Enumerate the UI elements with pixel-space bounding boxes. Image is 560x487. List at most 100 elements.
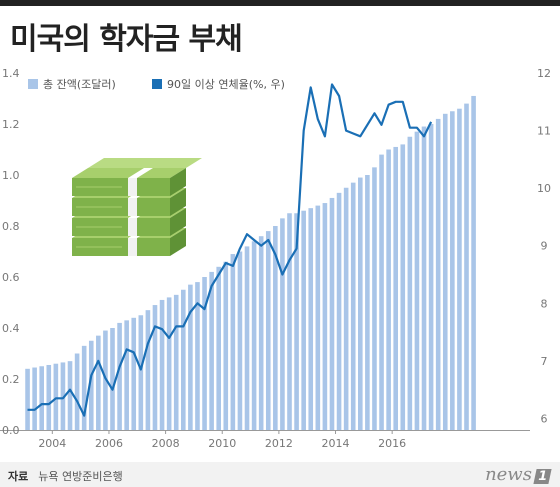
legend-label: 90일 이상 연체율(%, 우) [167,77,285,91]
bar [237,251,243,430]
bar [173,294,179,430]
x-tick-label: 2004 [38,437,66,450]
y-left-tick-label: 0.0 [2,424,20,437]
y-right-tick-label: 9 [541,240,548,253]
bar [60,362,66,430]
bundle-band [128,218,137,236]
bar [202,277,207,430]
bar [181,289,186,430]
bar [96,335,101,430]
bar [400,144,406,430]
bar [336,192,342,430]
y-left-tick-label: 0.6 [2,271,20,284]
bar [46,364,52,430]
bar [81,345,87,430]
bar [315,205,321,430]
chart-area: 0.0 0.2 0.4 0.6 0.8 1.0 1.2 1.4 6 7 8 9 10 11 12 2004 20… [0,67,551,450]
bar [457,108,462,430]
chart-title: 미국의 학자금 부채 [10,22,243,57]
bar [110,328,115,430]
top-rule [0,0,560,6]
bar [428,124,434,430]
bar [195,282,200,430]
bundle-side [170,228,186,256]
delinquency-line [27,83,433,417]
logo-text: news [485,464,532,485]
bar [308,208,314,430]
source-label: 자료 [8,470,29,483]
source-note: 자료 뉴욕 연방준비은행 [8,468,123,484]
bar [343,187,349,430]
bar [188,284,193,430]
logo-number: 1 [533,469,552,484]
bar [358,177,363,430]
bar [216,266,221,430]
bundle-side [170,208,186,236]
y-left-tick-label: 1.2 [2,118,20,131]
y-right-tick-label: 11 [537,125,551,138]
bar [379,154,384,430]
bar [273,226,278,430]
legend-label: 총 잔액(조달러) [43,78,116,91]
money-stack-illustration [72,158,202,256]
bar [124,320,129,430]
bar [301,210,306,430]
legend-swatch [28,79,38,89]
bundle-band [128,178,137,196]
bundle-side [170,188,186,216]
bar [209,271,214,430]
x-tick-label: 2014 [322,437,350,450]
bar [442,113,448,431]
bar [25,368,30,430]
bar [287,213,292,430]
bar [159,299,165,430]
y-left-tick-label: 1.4 [2,67,20,80]
bar [464,103,469,430]
bar [166,297,172,430]
money-bundle [72,168,186,196]
bar [421,126,427,431]
footer-bar [0,462,560,487]
bar [32,367,37,430]
y-right-tick-label: 7 [541,355,548,368]
bar [53,363,59,430]
y-right-tick-label: 12 [537,67,551,80]
bar [350,182,356,430]
x-tick-label: 2012 [265,437,293,450]
bar [244,246,250,430]
bundle-band [128,198,137,216]
source-text: 뉴욕 연방준비은행 [38,470,123,483]
bundle-band-top [128,168,153,178]
bundle-top [72,168,186,178]
bundle-band [128,238,137,256]
bar [88,340,94,430]
bar [230,254,236,430]
x-tick-label: 2010 [208,437,236,450]
bar [265,231,271,430]
bar [471,95,476,430]
y-left-tick-label: 0.2 [2,373,20,386]
x-tick-label: 2006 [95,437,123,450]
bar [138,315,144,430]
y-left-tick-label: 0.4 [2,322,20,335]
bar [152,305,158,430]
bar [414,131,420,430]
bar [435,118,441,431]
y-right-tick-label: 8 [541,297,548,310]
bar [386,149,391,430]
bar [450,111,455,430]
y-left-tick-label: 1.0 [2,169,20,182]
bar [145,310,151,430]
bar [223,261,229,430]
bar [117,322,122,430]
y-right-tick-label: 6 [541,413,548,426]
legend-swatch [152,79,162,89]
x-tick-label: 2008 [152,437,180,450]
y-left-tick-label: 0.8 [2,220,20,233]
news1-logo: news 1 [485,464,552,485]
bar [74,353,80,430]
y-right-tick-label: 10 [537,182,551,195]
bundle-side [170,168,186,196]
bar [329,197,335,430]
x-tick-label: 2016 [378,437,406,450]
